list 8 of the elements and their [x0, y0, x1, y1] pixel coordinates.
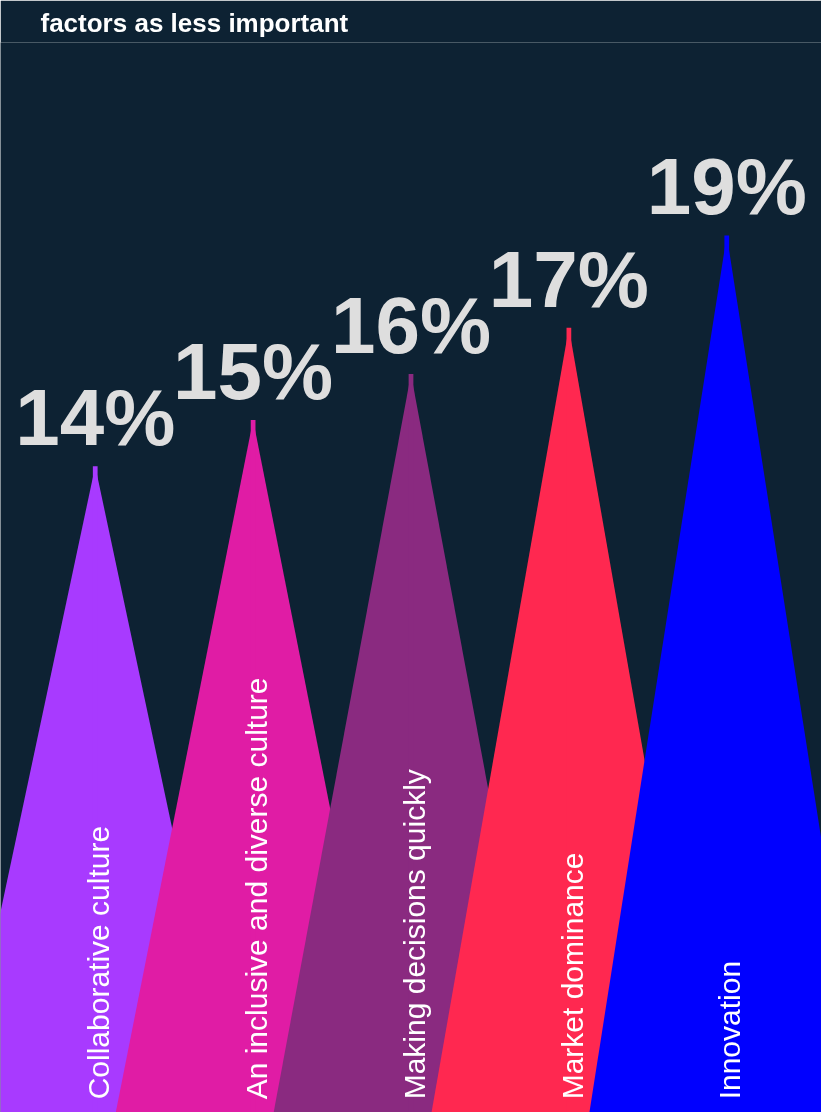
x-tick-label: Collaborative culture — [81, 825, 115, 1100]
x-tick-label: Making decisions quickly — [397, 769, 431, 1100]
x-tick-label: Market dominance — [555, 852, 589, 1100]
data-label: 19% — [646, 142, 807, 232]
x-tick-label: An inclusive and diverse culture — [239, 677, 273, 1100]
data-label: 14% — [15, 373, 176, 463]
x-tick-label: Innovation — [713, 960, 747, 1100]
chart-title: factors as less important — [40, 7, 349, 38]
